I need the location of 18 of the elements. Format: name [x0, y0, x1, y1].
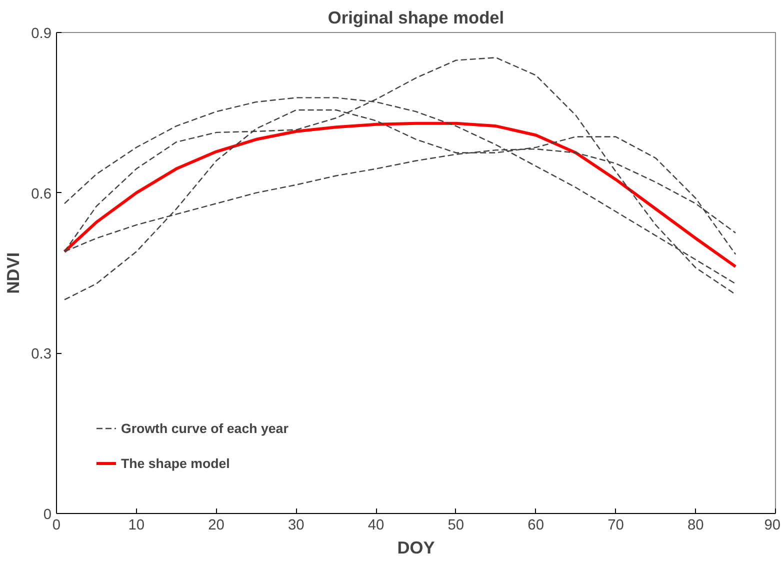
x-tick-label: 80	[687, 518, 704, 534]
x-tick-label: 60	[528, 518, 544, 534]
y-tick-label: 0	[43, 507, 52, 523]
y-tick-label: 0.9	[31, 26, 52, 42]
x-axis-title: DOY	[397, 538, 436, 558]
x-tick-label: 40	[368, 518, 384, 534]
legend-label: Growth curve of each year	[121, 420, 288, 436]
x-tick-label: 30	[288, 518, 304, 534]
x-tick-label: 90	[764, 518, 781, 534]
x-tick-label: 20	[208, 518, 224, 534]
x-tick-label: 70	[608, 518, 624, 534]
y-axis-title: NDVI	[3, 252, 24, 294]
x-tick-label: 50	[448, 518, 464, 534]
legend-label: The shape model	[121, 456, 230, 470]
chart-title: Original shape model	[328, 8, 504, 28]
y-tick-label: 0.3	[31, 346, 52, 363]
y-tick-label: 0.6	[31, 186, 52, 202]
x-tick-label: 10	[128, 518, 145, 534]
